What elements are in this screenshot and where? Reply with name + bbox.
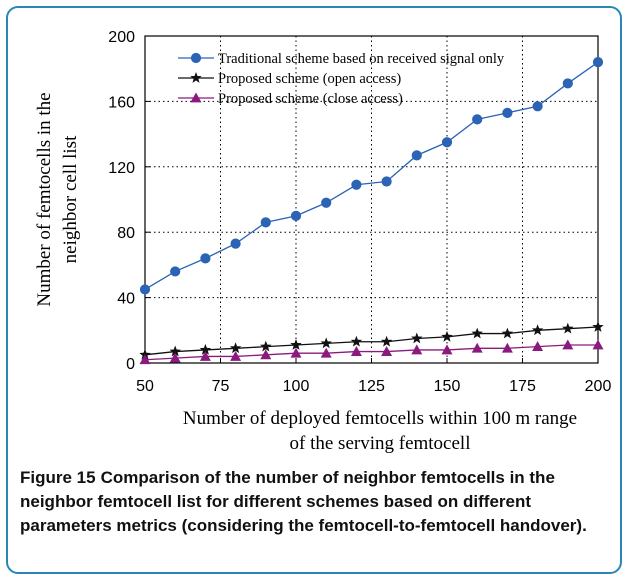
y-axis-label-line1: Number of femtocells in the (34, 92, 55, 306)
data-point (321, 197, 332, 208)
data-point (200, 253, 211, 264)
y-tick-label: 120 (108, 160, 135, 177)
data-point (351, 179, 362, 190)
legend-marker (190, 92, 202, 103)
data-point (531, 324, 544, 336)
data-point (139, 354, 151, 365)
data-point (411, 332, 423, 344)
series-layer (139, 57, 604, 365)
series-line (144, 61, 599, 290)
data-point (532, 341, 544, 352)
data-point (169, 345, 181, 357)
figure-caption: Figure 15 Comparison of the number of nei… (20, 466, 610, 538)
axis-ticks: 50 75 100 125 150 175 200 0 40 80 120 160 200 (108, 29, 611, 395)
data-point (290, 347, 302, 358)
data-point (501, 327, 514, 339)
data-point (230, 350, 242, 361)
x-tick-label: 50 (136, 378, 154, 395)
data-point (501, 342, 513, 353)
y-tick-label: 200 (108, 29, 135, 46)
legend-marker (190, 52, 202, 64)
data-point (320, 337, 332, 349)
x-tick-label: 150 (434, 378, 461, 395)
data-point (169, 352, 181, 363)
x-tick-label: 175 (509, 378, 536, 395)
data-point (260, 349, 272, 360)
series-1 (139, 57, 604, 295)
data-point (170, 266, 181, 277)
data-point (502, 107, 513, 118)
data-point (562, 322, 574, 334)
data-point (471, 327, 483, 339)
data-point (441, 344, 453, 355)
x-axis-label-line2: of the serving femtocell (290, 433, 471, 454)
data-point (320, 347, 332, 358)
series-line (144, 326, 599, 356)
series-3 (139, 339, 604, 365)
data-point (381, 346, 393, 356)
y-tick-label: 80 (117, 225, 135, 242)
legend-label: Traditional scheme based on received sig… (218, 51, 505, 67)
series-line (144, 344, 598, 361)
y-tick-label: 40 (117, 291, 135, 308)
data-point (472, 114, 483, 125)
legend-item-2: Proposed scheme (open access) (178, 71, 401, 87)
x-tick-label: 75 (212, 378, 230, 395)
data-point (471, 342, 483, 353)
y-axis-label-line2: neighbor cell list (60, 135, 81, 263)
x-tick-label: 125 (358, 378, 385, 395)
caption-label: Figure 15 (20, 468, 96, 487)
data-point (229, 342, 242, 354)
legend-label: Proposed scheme (close access) (218, 91, 403, 107)
data-point (411, 150, 422, 161)
legend-label: Proposed scheme (open access) (218, 71, 401, 87)
data-point (592, 339, 604, 350)
grid-lines (145, 36, 598, 363)
x-tick-label: 200 (585, 378, 612, 395)
data-point (290, 210, 302, 221)
legend-item-3: Proposed scheme (close access) (178, 91, 403, 107)
data-point (562, 78, 573, 89)
data-point (441, 137, 453, 148)
y-tick-label: 0 (126, 356, 135, 373)
data-point (199, 343, 212, 355)
data-point (592, 321, 604, 332)
data-point (199, 350, 211, 361)
data-point (562, 339, 574, 350)
data-point (381, 176, 392, 187)
legend: Traditional scheme based on received sig… (178, 51, 505, 107)
data-point (260, 340, 272, 352)
data-point (260, 217, 271, 228)
data-point (411, 344, 423, 355)
data-point (230, 238, 241, 249)
caption-text: Comparison of the number of neighbor fem… (20, 468, 587, 535)
data-point (350, 335, 363, 347)
data-point (380, 335, 393, 347)
legend-marker (190, 72, 202, 83)
x-axis-label-line1: Number of deployed femtocells within 100… (183, 408, 577, 429)
series-2 (139, 321, 604, 360)
data-point (290, 339, 302, 350)
y-tick-label: 160 (108, 94, 135, 111)
data-point (441, 330, 453, 342)
x-tick-label: 100 (283, 378, 310, 395)
data-point (592, 57, 604, 68)
data-point (350, 346, 362, 356)
figure-frame (6, 6, 622, 574)
legend-item-1: Traditional scheme based on received sig… (178, 51, 505, 67)
data-point (532, 101, 543, 112)
data-point (139, 284, 151, 295)
